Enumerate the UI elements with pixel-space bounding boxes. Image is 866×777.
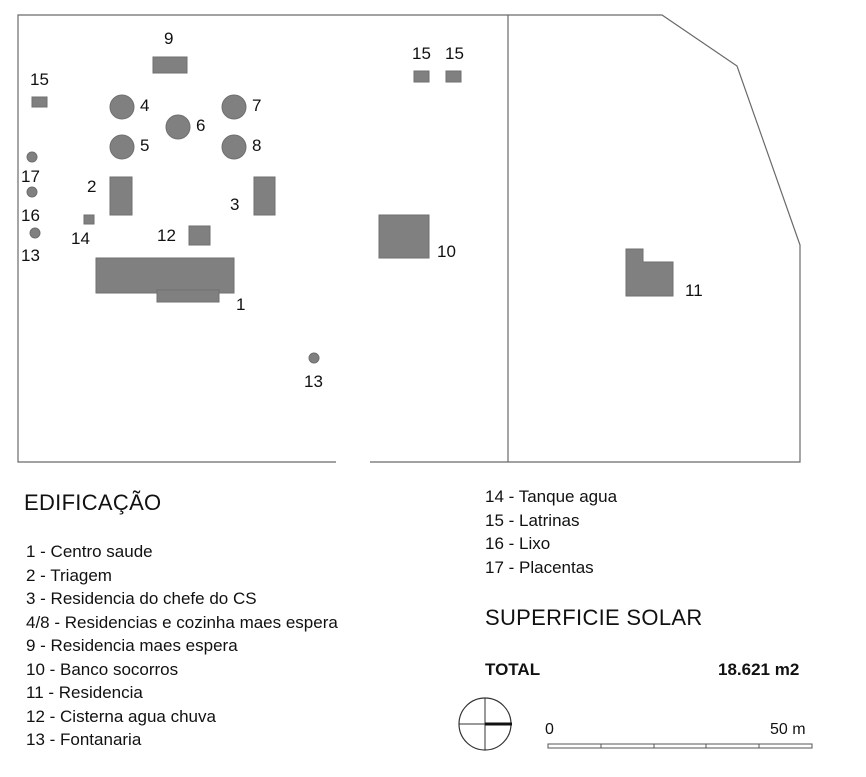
- label-13a: 13: [21, 246, 40, 265]
- legend-column-1: 1 - Centro saude 2 - Triagem 3 - Residen…: [26, 540, 338, 752]
- legend-item: 4/8 - Residencias e cozinha maes espera: [26, 612, 338, 632]
- legend-item: 14 - Tanque agua: [485, 487, 618, 506]
- label-16: 16: [21, 206, 40, 225]
- building-3-residencia-chefe: [253, 176, 276, 216]
- building-14-tanque-agua: [83, 214, 95, 225]
- label-3: 3: [230, 195, 239, 214]
- scale-end-label: 50 m: [770, 721, 806, 738]
- label-2: 2: [87, 177, 96, 196]
- building-13-fontanaria-a: [29, 227, 41, 239]
- site-boundary: [17, 14, 801, 463]
- building-8-residencia: [221, 134, 247, 160]
- label-4: 4: [140, 96, 149, 115]
- scale-start-label: 0: [545, 721, 554, 738]
- label-1: 1: [236, 295, 245, 314]
- building-4-residencia: [109, 94, 135, 120]
- label-14: 14: [71, 229, 90, 248]
- building-15-latrina-b: [413, 70, 430, 83]
- legend-item: 9 - Residencia maes espera: [26, 636, 238, 655]
- legend-item: 1 - Centro saude: [26, 542, 153, 561]
- building-1-centro-saude: [95, 257, 235, 294]
- label-8: 8: [252, 136, 261, 155]
- legend-item: 10 - Banco socorros: [26, 659, 179, 679]
- legend-item: 2 - Triagem: [26, 565, 112, 585]
- legend-item: 3 - Residencia do chefe do CS: [26, 589, 257, 608]
- label-6: 6: [196, 116, 205, 135]
- building-5-residencia: [109, 134, 135, 160]
- label-9: 9: [164, 29, 173, 48]
- building-6-cozinha: [165, 114, 191, 140]
- building-13-fontanaria-b: [308, 352, 320, 364]
- building-15-latrina-c: [445, 70, 462, 83]
- building-9-residencia-maes: [152, 56, 188, 74]
- legend-item: 11 - Residencia: [26, 683, 143, 702]
- label-13b: 13: [304, 372, 323, 391]
- label-7: 7: [252, 96, 261, 115]
- surface-heading: SUPERFICIE SOLAR: [485, 605, 703, 630]
- building-7-residencia: [221, 94, 247, 120]
- building-2-triagem: [109, 176, 133, 216]
- legend-item: 13 - Fontanaria: [26, 730, 142, 749]
- building-10-banco-socorros: [378, 214, 430, 259]
- label-10: 10: [437, 242, 456, 261]
- label-15a: 15: [30, 70, 49, 89]
- building-17-placentas: [26, 151, 38, 163]
- total-value: 18.621 m2: [718, 660, 800, 679]
- north-arrow-icon: [458, 697, 512, 751]
- legend-item: 15 - Latrinas: [485, 510, 580, 530]
- building-15-latrina-a: [31, 96, 48, 108]
- building-12-cisterna: [188, 225, 211, 246]
- label-15c: 15: [445, 44, 464, 63]
- building-16-lixo: [26, 186, 38, 198]
- scale-bar: [547, 743, 813, 749]
- building-11-residencia: [625, 248, 674, 297]
- legend-item: 16 - Lixo: [485, 534, 551, 553]
- label-5: 5: [140, 136, 149, 155]
- label-15b: 15: [412, 44, 431, 63]
- legend-column-2: 14 - Tanque agua 15 - Latrinas 16 - Lixo…: [485, 485, 617, 579]
- total-label: TOTAL: [485, 660, 541, 679]
- building-1-wing: [156, 289, 220, 303]
- label-17: 17: [21, 167, 40, 186]
- label-11: 11: [685, 281, 703, 300]
- label-12: 12: [157, 226, 176, 245]
- legend-item: 17 - Placentas: [485, 557, 594, 577]
- legend-item: 12 - Cisterna agua chuva: [26, 706, 216, 726]
- legend-title: EDIFICAÇÃO: [24, 490, 162, 515]
